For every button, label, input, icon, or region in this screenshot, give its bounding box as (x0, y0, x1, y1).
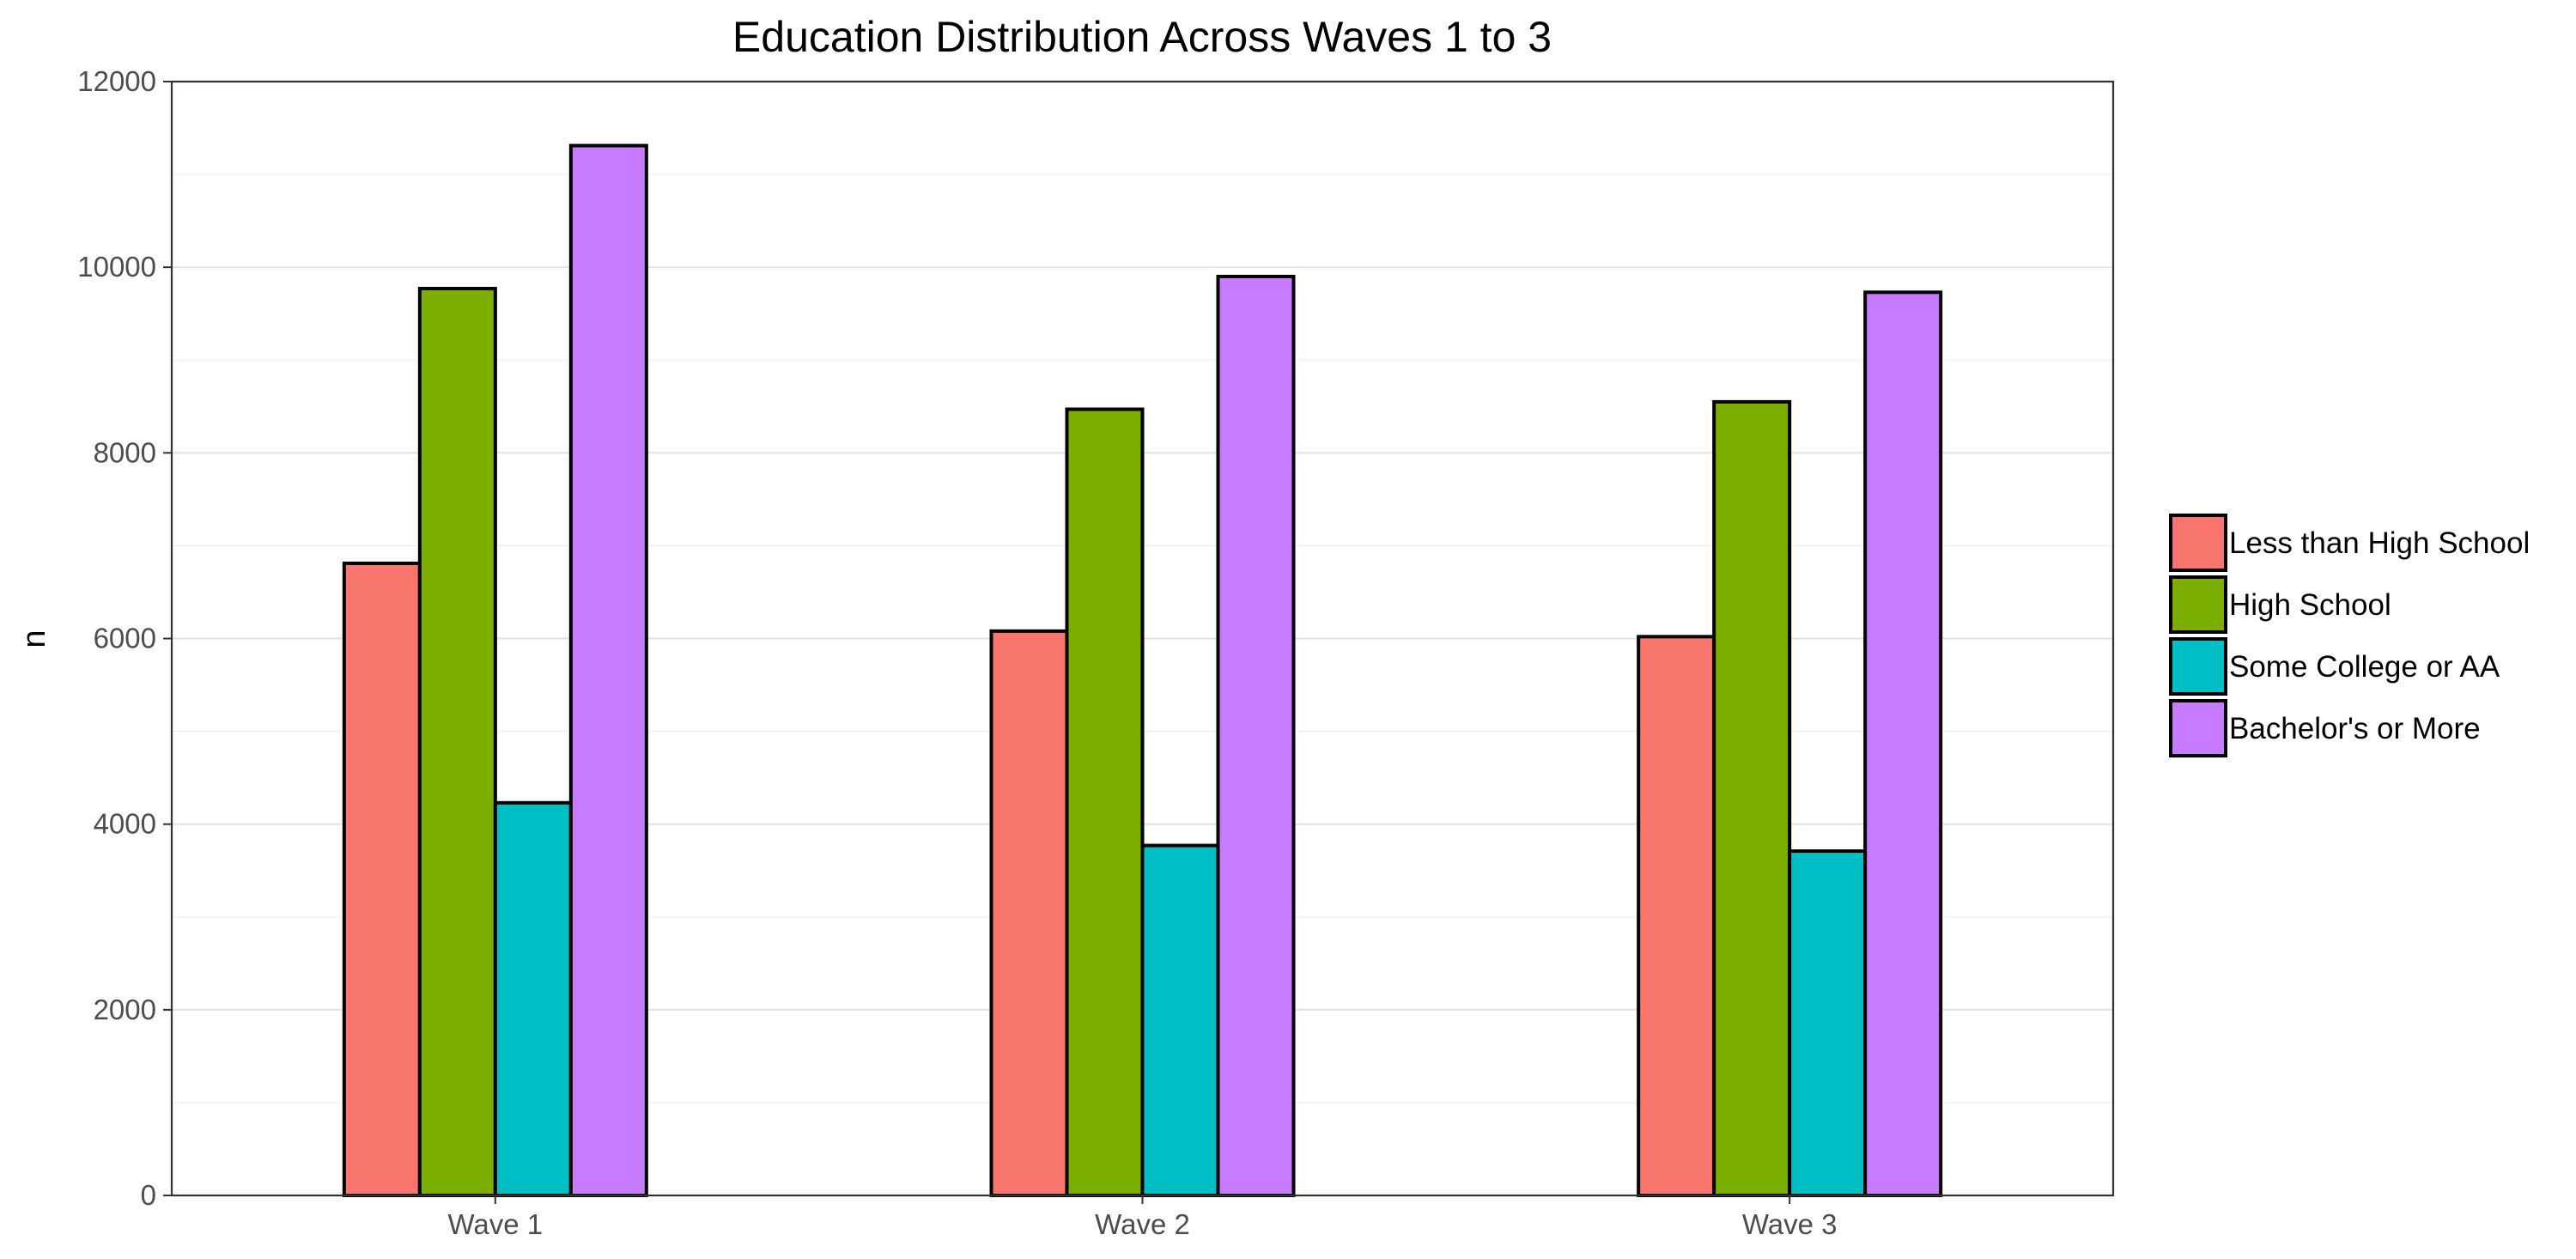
bar-wave-2-2 (1140, 843, 1220, 1197)
bar-wave-1-3 (568, 143, 648, 1197)
y-tick-label: 4000 (94, 808, 156, 840)
y-axis: 0 2000 4000 6000 8000 10000 12000 (77, 65, 172, 1211)
bar-wave-3-0 (1637, 635, 1716, 1197)
x-tick-label: Wave 3 (1742, 1208, 1838, 1240)
x-axis: Wave 1 Wave 2 Wave 3 (448, 1195, 1838, 1240)
y-tick-label: 10000 (77, 251, 156, 283)
bar-wave-3-3 (1863, 290, 1943, 1198)
chart-title: Education Distribution Across Waves 1 to… (732, 13, 1552, 61)
bar-wave-3-1 (1712, 399, 1792, 1197)
legend: Less than High School High School Some Col… (2169, 514, 2530, 757)
y-tick-label: 2000 (94, 994, 156, 1025)
legend-label: High School (2229, 588, 2391, 622)
legend-label: Less than High School (2229, 526, 2530, 560)
bar-wave-1-2 (493, 800, 573, 1197)
x-tick-label: Wave 2 (1095, 1208, 1190, 1240)
bar-wave-3-2 (1788, 849, 1868, 1197)
x-tick-label: Wave 1 (448, 1208, 544, 1240)
bar-wave-1-0 (342, 561, 422, 1197)
legend-label: Some College or AA (2229, 650, 2500, 684)
y-tick-label: 8000 (94, 436, 156, 468)
bar-wave-2-3 (1216, 274, 1296, 1198)
y-axis-title: n (16, 630, 52, 648)
bars (342, 143, 1943, 1198)
y-tick-label: 12000 (77, 65, 156, 97)
bar-wave-2-1 (1065, 407, 1145, 1197)
legend-label: Bachelor's or More (2229, 712, 2481, 745)
legend-key (2169, 575, 2227, 634)
y-tick-label: 6000 (94, 623, 156, 654)
legend-key (2169, 699, 2227, 757)
bar-wave-2-0 (989, 629, 1069, 1197)
legend-key (2169, 637, 2227, 696)
legend-key (2169, 514, 2227, 572)
bar-wave-1-1 (417, 287, 497, 1197)
y-tick-label: 0 (141, 1179, 156, 1211)
